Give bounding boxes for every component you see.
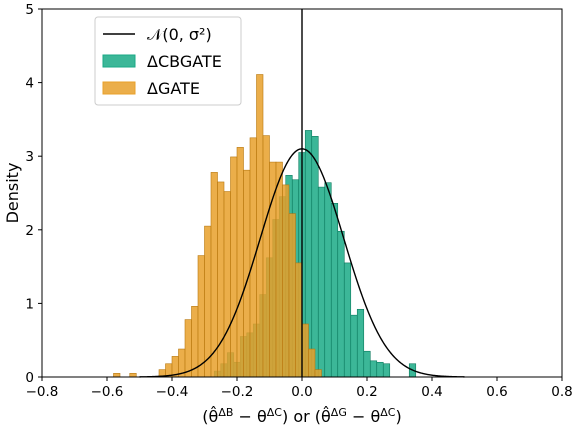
x-tick-label: 0.2 (356, 384, 377, 400)
legend-patch-swatch (102, 54, 136, 68)
legend-label: ΔCBGATE (147, 52, 222, 71)
legend-entry: 𝒩(0, σ²) (103, 25, 212, 44)
histogram-bar (210, 172, 218, 378)
histogram-bar (295, 262, 303, 378)
x-tick-label: 0.8 (551, 384, 572, 400)
histogram-bar (311, 136, 319, 378)
histogram-bar (376, 361, 384, 378)
histogram-bar (317, 186, 326, 378)
histogram-bar (282, 184, 290, 378)
histogram-bar (113, 373, 121, 378)
y-tick-label: 1 (25, 296, 34, 312)
histogram-bar (269, 161, 277, 378)
x-tick-label: −0.6 (91, 384, 124, 400)
histogram-bar (343, 262, 352, 378)
legend-patch-swatch (102, 81, 136, 95)
histogram-bar (382, 363, 391, 378)
plot-area (113, 9, 465, 378)
y-tick-label: 0 (25, 370, 34, 386)
x-axis-label: (θ̂ΔB − θΔC) or (θ̂ΔG − θΔC) (202, 406, 401, 427)
legend-entry: ΔCBGATE (102, 52, 222, 71)
y-tick-label: 4 (25, 76, 34, 92)
histogram-bar (217, 181, 225, 378)
histogram-bar (350, 314, 358, 378)
x-tick-label: 0.4 (421, 384, 442, 400)
x-tick-label: 0.6 (486, 384, 507, 400)
histogram-bar (308, 348, 316, 378)
y-axis-label: Density (3, 163, 22, 224)
histogram-bar (356, 308, 365, 378)
histogram-bar (275, 161, 283, 378)
histogram-bar (197, 255, 205, 378)
histogram-bar (262, 135, 270, 378)
x-tick-label: −0.4 (156, 384, 189, 400)
histogram-bar (324, 182, 332, 378)
y-tick-label: 2 (25, 223, 34, 239)
histogram-bar (191, 306, 199, 378)
histogram-bar (363, 350, 371, 378)
legend-entry: ΔGATE (102, 79, 200, 98)
histogram-bar (223, 191, 231, 378)
legend: 𝒩(0, σ²) ΔCBGATE ΔGATE (94, 16, 242, 106)
histogram-bar (288, 213, 296, 378)
histogram-bar (204, 225, 212, 378)
legend-label: 𝒩(0, σ²) (147, 25, 212, 44)
histogram-bar (249, 137, 257, 378)
histogram-bar (129, 373, 137, 378)
y-tick-label: 3 (25, 149, 34, 165)
x-tick-label: −0.2 (221, 384, 254, 400)
series-gate (113, 74, 322, 378)
histogram-bar (184, 319, 192, 378)
x-tick-label: −0.8 (26, 384, 59, 400)
histogram-bar (314, 369, 322, 378)
histogram-bar (369, 360, 378, 378)
legend-label: ΔGATE (147, 79, 200, 98)
axes: −0.8 −0.6 −0.4 −0.2 0.0 0.2 0.4 0.6 0.8 0 1 2 3 4 5 Den… (3, 2, 573, 426)
histogram-bar (330, 203, 339, 378)
histogram-bar (230, 156, 238, 378)
histogram-bar (301, 323, 309, 378)
histogram-bar (256, 74, 264, 378)
x-tick-label: 0.0 (291, 384, 312, 400)
y-tick-label: 5 (25, 2, 34, 18)
histogram-bar (236, 147, 244, 378)
histogram-bar (337, 230, 345, 378)
